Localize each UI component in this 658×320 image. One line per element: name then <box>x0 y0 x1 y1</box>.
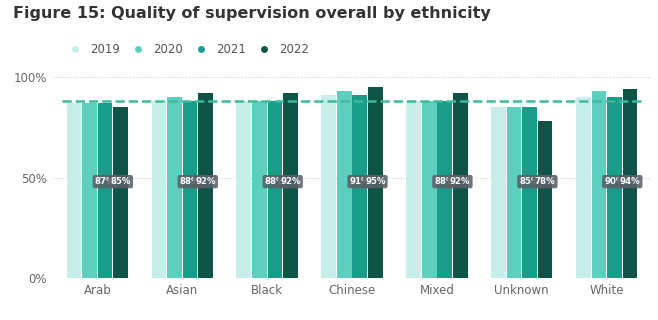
Text: 78%: 78% <box>535 177 555 186</box>
Bar <box>622 89 638 278</box>
Bar <box>268 101 282 278</box>
Bar <box>151 101 166 278</box>
Bar <box>183 101 197 278</box>
Text: 85%: 85% <box>111 177 131 186</box>
Bar <box>321 95 336 278</box>
Text: 88%: 88% <box>265 177 285 186</box>
Bar <box>82 103 97 278</box>
Text: Figure 15: Quality of supervision overall by ethnicity: Figure 15: Quality of supervision overal… <box>13 6 491 21</box>
Bar <box>353 95 367 278</box>
Bar <box>66 103 82 278</box>
Bar <box>576 97 591 278</box>
Text: 92%: 92% <box>280 177 301 186</box>
Bar <box>98 103 113 278</box>
Text: 92%: 92% <box>195 177 216 186</box>
Bar <box>607 97 622 278</box>
Bar <box>337 91 351 278</box>
Legend: 2019, 2020, 2021, 2022: 2019, 2020, 2021, 2022 <box>59 38 314 61</box>
Text: 92%: 92% <box>450 177 470 186</box>
Bar <box>522 107 537 278</box>
Bar <box>406 101 421 278</box>
Bar <box>368 87 383 278</box>
Text: 87%: 87% <box>95 177 115 186</box>
Bar <box>453 93 468 278</box>
Bar <box>507 107 521 278</box>
Text: 85%: 85% <box>519 177 540 186</box>
Bar <box>491 107 506 278</box>
Text: 88%: 88% <box>434 177 455 186</box>
Text: 94%: 94% <box>620 177 640 186</box>
Text: 95%: 95% <box>365 177 386 186</box>
Bar <box>538 121 553 278</box>
Text: 91%: 91% <box>349 177 370 186</box>
Bar <box>198 93 213 278</box>
Bar <box>167 97 182 278</box>
Bar <box>422 101 436 278</box>
Bar <box>252 101 266 278</box>
Text: 88%: 88% <box>180 177 200 186</box>
Bar <box>283 93 298 278</box>
Text: 90%: 90% <box>604 177 624 186</box>
Bar <box>438 101 452 278</box>
Bar <box>592 91 606 278</box>
Bar <box>236 101 251 278</box>
Bar <box>113 107 128 278</box>
